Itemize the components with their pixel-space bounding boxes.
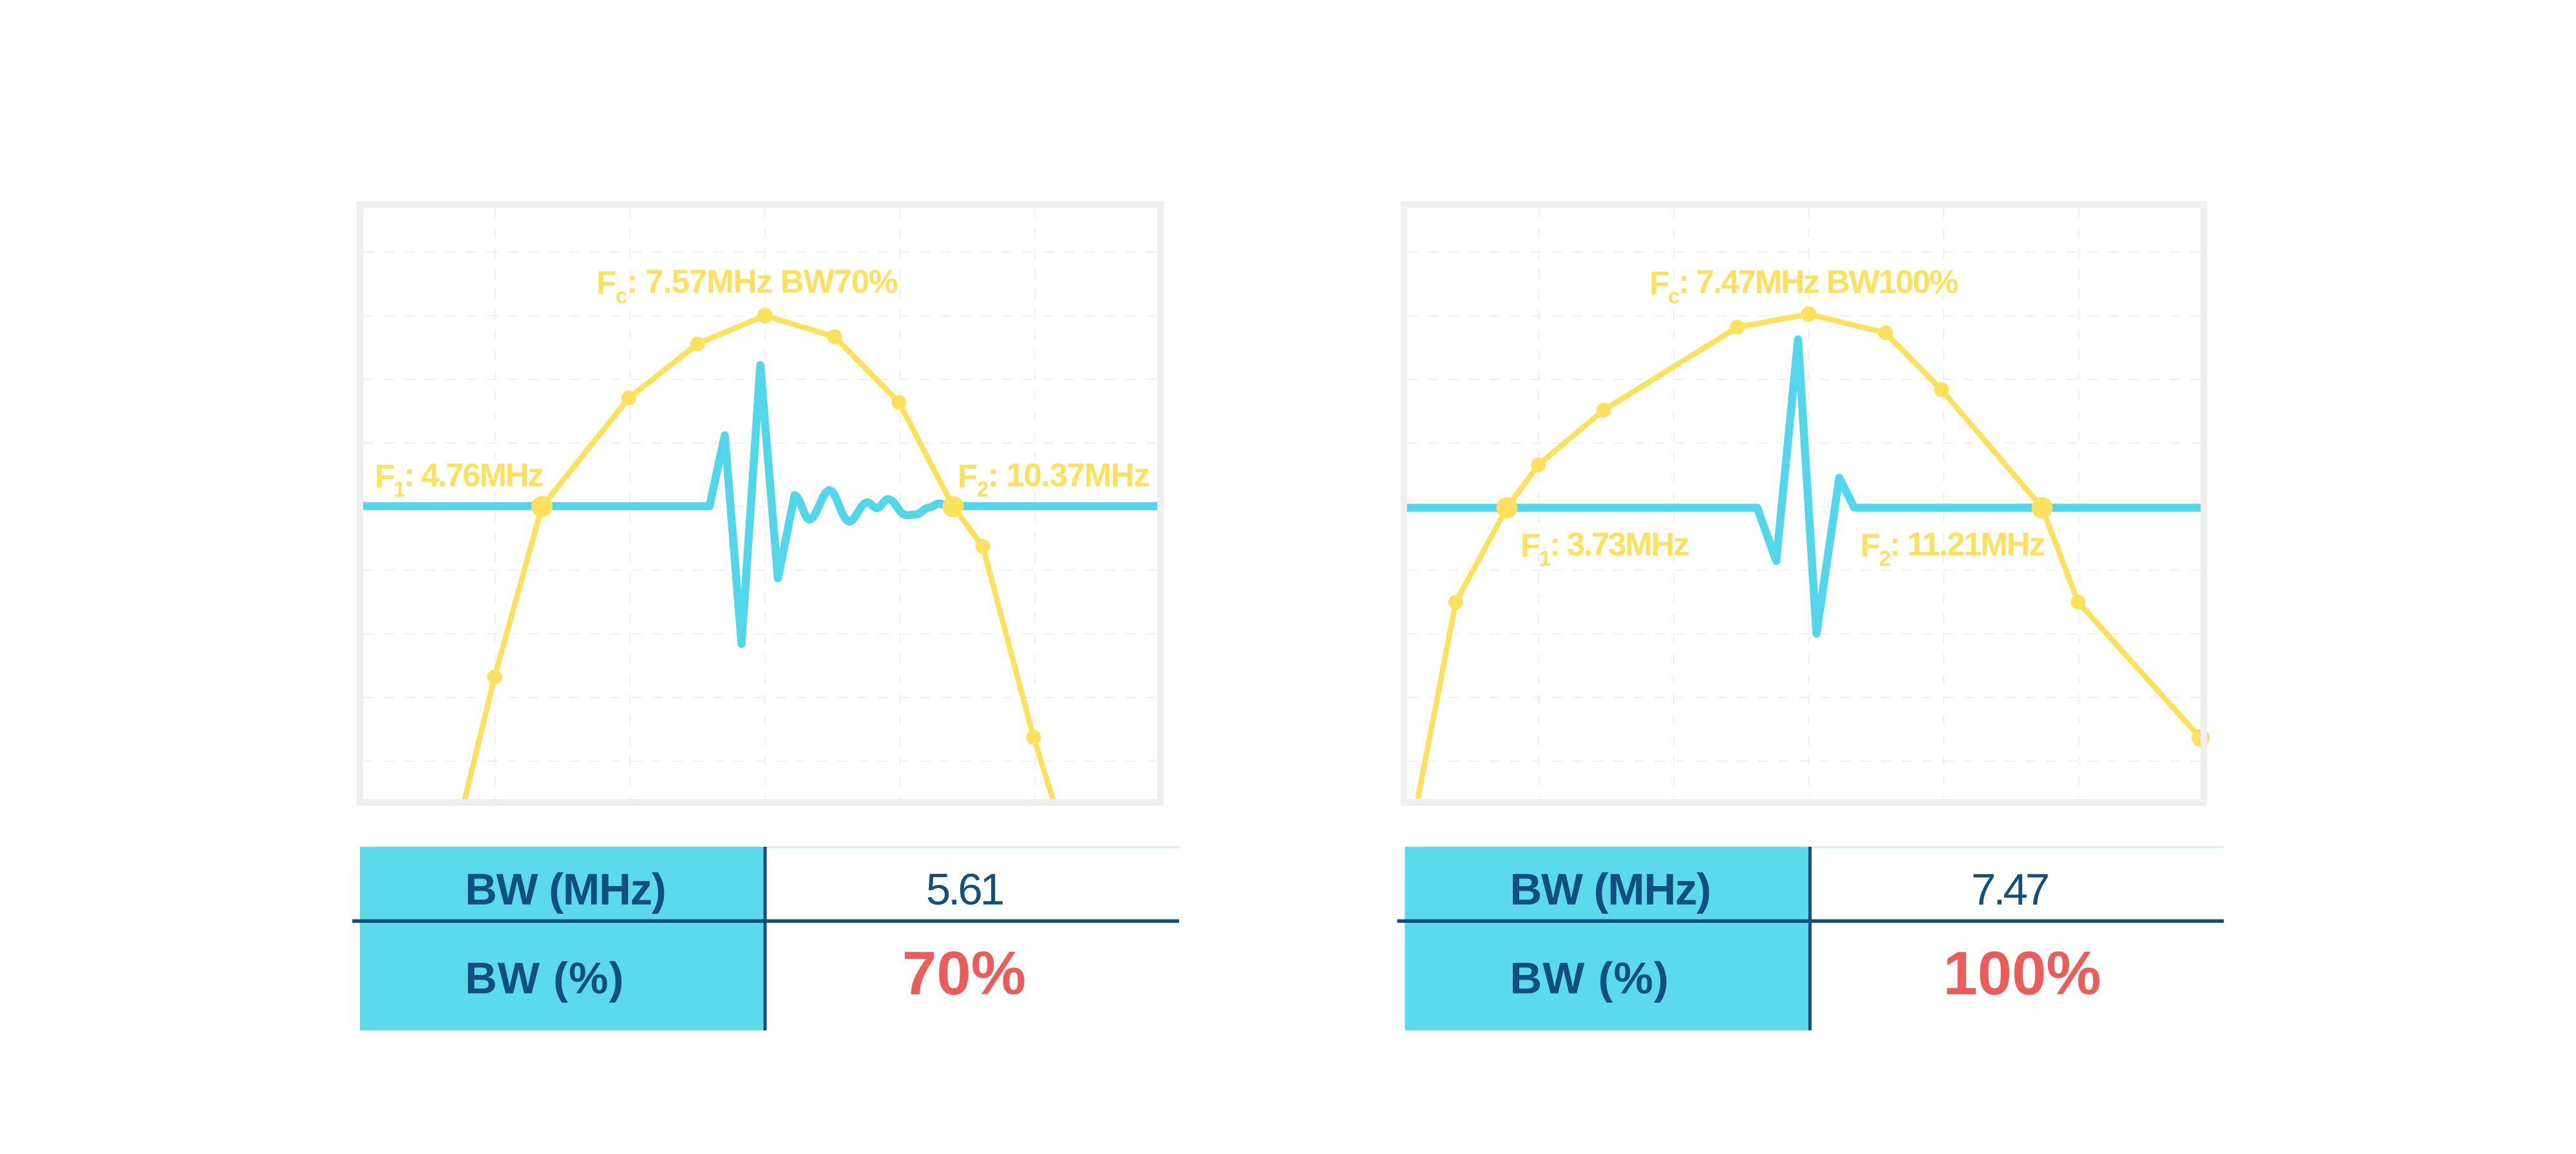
svg-text:BW (%): BW (%) [1510, 954, 1669, 1003]
svg-text:70%: 70% [902, 939, 1026, 1008]
svg-text:5.61: 5.61 [926, 865, 1003, 914]
svg-text:BW (MHz): BW (MHz) [465, 865, 666, 914]
svg-text:BW (MHz): BW (MHz) [1510, 865, 1711, 914]
svg-text:7.47: 7.47 [1971, 865, 2048, 914]
svg-text:100%: 100% [1943, 939, 2101, 1008]
svg-text:BW (%): BW (%) [465, 954, 624, 1003]
